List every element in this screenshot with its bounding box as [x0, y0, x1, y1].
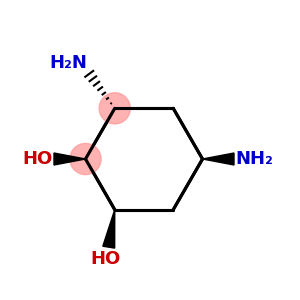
Text: HO: HO — [22, 150, 52, 168]
Text: NH₂: NH₂ — [236, 150, 273, 168]
Polygon shape — [202, 153, 234, 165]
Polygon shape — [103, 210, 115, 248]
Polygon shape — [54, 153, 86, 165]
Circle shape — [70, 143, 101, 175]
Text: HO: HO — [91, 250, 121, 268]
Text: H₂N: H₂N — [49, 54, 87, 72]
Circle shape — [99, 93, 130, 124]
